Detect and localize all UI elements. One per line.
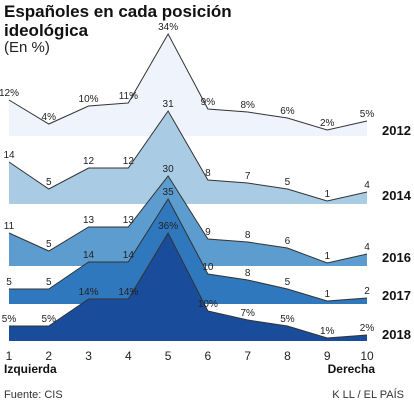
series-line-2018 (9, 231, 368, 339)
data-label: 11% (119, 91, 138, 102)
data-label: 13 (123, 215, 135, 226)
data-label: 1 (324, 189, 330, 200)
data-label: 1 (324, 289, 330, 300)
data-label: 5 (46, 239, 52, 250)
data-label: 14 (83, 250, 95, 261)
data-label: 10% (79, 94, 99, 105)
data-label: 2% (320, 118, 335, 129)
data-label: 35 (163, 187, 175, 198)
data-label: 12 (123, 156, 135, 167)
source-note: Fuente: CIS (4, 389, 63, 401)
data-label: 2 (364, 286, 370, 297)
data-label: 10 (202, 262, 214, 273)
x-axis-label-left: Izquierda (4, 362, 57, 376)
data-label: 14 (3, 150, 15, 161)
series-label-2014: 2014 (382, 188, 412, 203)
series-line-2012 (8, 32, 368, 131)
data-label: 34% (158, 22, 178, 33)
x-tick-label: 10 (360, 349, 374, 363)
data-label: 1 (324, 251, 330, 262)
data-label: 5 (46, 277, 52, 288)
x-axis-label-right: Derecha (328, 362, 376, 376)
data-label: 13 (83, 215, 95, 226)
data-label: 9 (205, 227, 211, 238)
data-label: 36% (158, 221, 178, 232)
series-label-2016: 2016 (382, 250, 411, 265)
data-label: 7 (245, 171, 251, 182)
x-tick-label: 3 (85, 349, 92, 363)
data-label: 6 (285, 236, 291, 247)
data-label: 8% (240, 100, 255, 111)
data-label: 4 (364, 180, 370, 191)
data-label: 2% (360, 323, 375, 334)
chart-title: Españoles en cada posición ideológica (4, 2, 232, 40)
data-label: 5% (360, 109, 375, 120)
series-2018: 5% 5% 14% 14% 36% 10% 7% 5% 1% 2% 2018 (2, 221, 411, 342)
data-label: 5 (285, 177, 291, 188)
data-label: 14% (79, 287, 99, 298)
data-label: 5 (6, 277, 12, 288)
data-label: 12% (0, 88, 19, 99)
series-area-2012 (9, 34, 367, 136)
data-label: 1% (320, 326, 335, 337)
data-label: 30 (163, 164, 175, 175)
data-label: 4 (364, 242, 370, 253)
series-line-2017 (9, 198, 368, 302)
x-tick-label: 8 (284, 349, 291, 363)
data-label: 12 (83, 156, 95, 167)
series-line-2016 (8, 175, 368, 264)
data-label: 14% (118, 287, 138, 298)
credit-note: K LL / EL PAÍS (332, 389, 404, 401)
series-area-2014 (9, 111, 367, 204)
data-label: 5% (42, 314, 57, 325)
x-tick-label: 5 (165, 349, 172, 363)
data-label: 10% (198, 299, 218, 310)
data-label: 8 (245, 230, 251, 241)
series-area-2018 (9, 233, 367, 341)
data-label: 4% (42, 112, 57, 123)
x-tick-label: 6 (205, 349, 212, 363)
data-label: 7% (240, 308, 255, 319)
data-label: 9% (201, 97, 216, 108)
data-label: 14 (123, 250, 135, 261)
x-axis: 1 2 3 4 5 6 7 8 9 10 Izquierda Derecha (4, 349, 375, 376)
x-tick-label: 2 (45, 349, 52, 363)
x-tick-label: 4 (125, 349, 132, 363)
data-label: 5% (280, 314, 295, 325)
data-label: 8 (205, 168, 211, 179)
data-label: 31 (163, 99, 175, 110)
series-2012: 12% 4% 10% 11% 34% 9% 8% 6% 2% 5% 2012 (0, 22, 411, 138)
series-line-2014 (8, 110, 368, 202)
data-label: 5 (46, 177, 52, 188)
series-area-2016 (9, 176, 367, 266)
x-tick-label: 9 (324, 349, 331, 363)
data-label: 11 (4, 221, 15, 232)
x-tick-label: 7 (244, 349, 251, 363)
series-area-2017 (9, 199, 367, 304)
data-label: 6% (280, 106, 295, 117)
data-label: 8 (245, 268, 251, 279)
series-label-2012: 2012 (382, 123, 411, 138)
data-label: 5% (2, 314, 17, 325)
x-tick-label: 1 (6, 349, 13, 363)
series-label-2018: 2018 (382, 327, 411, 342)
data-label: 5 (285, 277, 291, 288)
chart-subtitle: (En %) (4, 39, 50, 56)
series-label-2017: 2017 (382, 288, 411, 303)
